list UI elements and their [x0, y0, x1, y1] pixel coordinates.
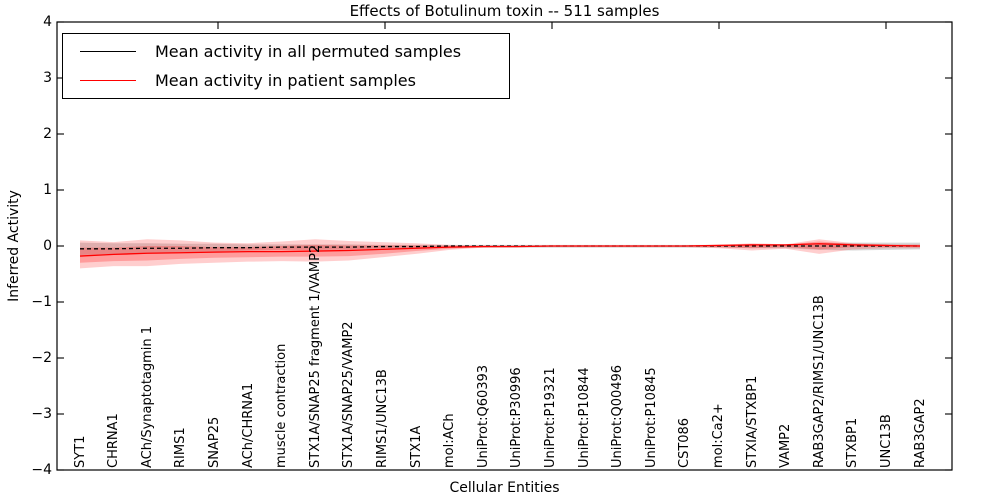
x-axis-label: Cellular Entities [449, 480, 560, 496]
x-tick-label: mol:ACh [442, 413, 458, 468]
x-tick-label: STXIA/STXBP1 [744, 375, 760, 468]
y-tick-label: 3 [43, 70, 52, 86]
x-tick-label: UniProt:Q00496 [610, 364, 626, 468]
y-tick-label: 1 [43, 182, 52, 198]
x-tick-label: STX1A/SNAP25/VAMP2 [341, 321, 357, 468]
x-tick-label: VAMP2 [778, 423, 794, 468]
legend-label-patient: Mean activity in patient samples [155, 71, 416, 90]
y-tick-label: 4 [43, 14, 52, 30]
x-tick-label: RIMS1/UNC13B [374, 369, 390, 468]
x-tick-label: muscle contraction [274, 343, 290, 468]
x-tick-label: CHRNA1 [106, 413, 122, 468]
x-tick-label: STX1A/SNAP25 fragment 1/VAMP2 [307, 244, 323, 468]
y-tick-label: −1 [31, 294, 52, 310]
legend-box: Mean activity in all permuted samples Me… [62, 33, 510, 99]
x-tick-label: STX1A [408, 425, 424, 468]
x-tick-label: mol:Ca2+ [710, 403, 726, 468]
x-tick-label: CST086 [677, 417, 693, 468]
y-tick-label: −2 [31, 350, 52, 366]
x-tick-label: UNC13B [878, 414, 894, 468]
x-tick-label: UniProt:P19321 [542, 367, 558, 468]
x-tick-label: ACh/CHRNA1 [240, 382, 256, 468]
x-tick-label: ACh/Synaptotagmin 1 [139, 325, 155, 468]
legend-label-permuted: Mean activity in all permuted samples [155, 42, 462, 61]
x-tick-label: RAB3GAP2 [912, 398, 928, 468]
black-line-sample-icon [80, 51, 136, 52]
x-tick-label: STXBP1 [845, 417, 861, 468]
y-tick-label: 2 [43, 126, 52, 142]
chart-title: Effects of Botulinum toxin -- 511 sample… [349, 2, 660, 20]
patient-mean-line [79, 243, 921, 257]
y-tick-label: 0 [43, 238, 52, 254]
x-tick-label: UniProt:P10845 [643, 367, 659, 468]
y-tick-label: −4 [31, 462, 52, 478]
x-tick-label: SNAP25 [206, 416, 222, 468]
x-tick-label: UniProt:Q60393 [475, 364, 491, 468]
red-line-sample-icon [80, 80, 136, 81]
x-tick-label: UniProt:P10844 [576, 367, 592, 468]
legend-entry-patient: Mean activity in patient samples [63, 71, 509, 91]
x-tick-label: RIMS1 [173, 427, 189, 468]
x-tick-label: RAB3GAP2/RIMS1/UNC13B [811, 295, 827, 468]
x-tick-label: SYT1 [72, 435, 88, 468]
x-tick-label: UniProt:P30996 [509, 367, 525, 468]
y-tick-label: −3 [31, 406, 52, 422]
legend-entry-permuted: Mean activity in all permuted samples [63, 42, 509, 62]
